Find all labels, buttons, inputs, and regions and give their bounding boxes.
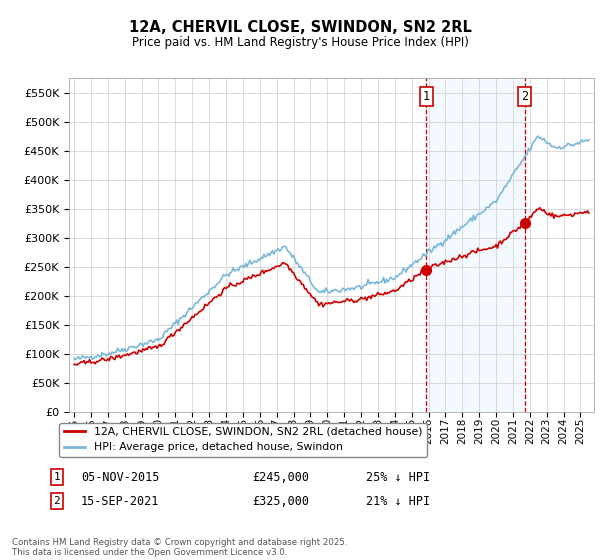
Legend: 12A, CHERVIL CLOSE, SWINDON, SN2 2RL (detached house), HPI: Average price, detac: 12A, CHERVIL CLOSE, SWINDON, SN2 2RL (de… (59, 423, 427, 457)
Text: 12A, CHERVIL CLOSE, SWINDON, SN2 2RL: 12A, CHERVIL CLOSE, SWINDON, SN2 2RL (128, 20, 472, 35)
Text: Price paid vs. HM Land Registry's House Price Index (HPI): Price paid vs. HM Land Registry's House … (131, 36, 469, 49)
Text: 1: 1 (422, 90, 430, 103)
Text: 05-NOV-2015: 05-NOV-2015 (81, 470, 160, 484)
Text: 2: 2 (53, 496, 61, 506)
Bar (426, 78, 525, 412)
Text: 15-SEP-2021: 15-SEP-2021 (81, 494, 160, 508)
Text: 1: 1 (53, 472, 61, 482)
Text: Contains HM Land Registry data © Crown copyright and database right 2025.
This d: Contains HM Land Registry data © Crown c… (12, 538, 347, 557)
Text: 21% ↓ HPI: 21% ↓ HPI (366, 494, 430, 508)
Text: £245,000: £245,000 (252, 470, 309, 484)
Text: £325,000: £325,000 (252, 494, 309, 508)
Text: 25% ↓ HPI: 25% ↓ HPI (366, 470, 430, 484)
Text: 2: 2 (521, 90, 529, 103)
